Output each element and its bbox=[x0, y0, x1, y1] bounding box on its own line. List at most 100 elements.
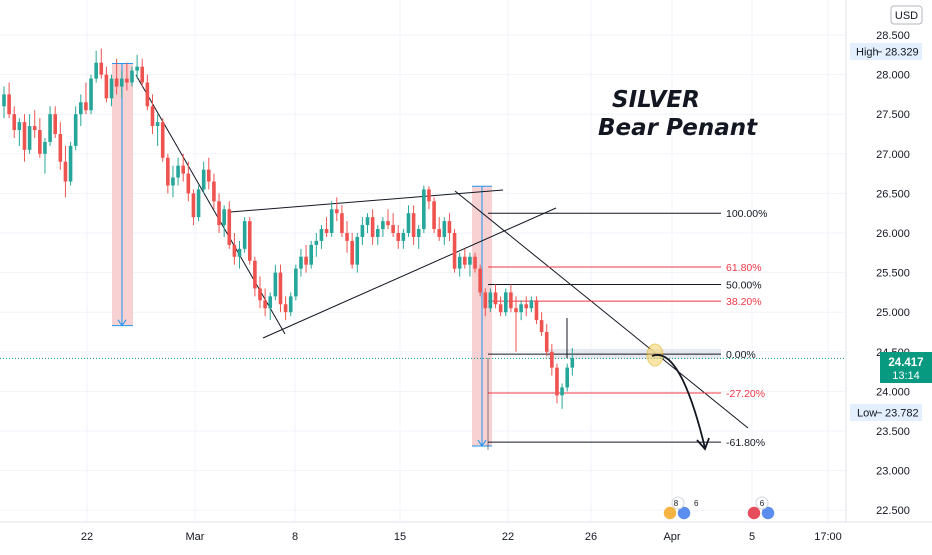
candle-down[interactable] bbox=[340, 213, 344, 233]
candle-down[interactable] bbox=[125, 78, 129, 83]
candle-up[interactable] bbox=[196, 189, 201, 218]
candle-down[interactable] bbox=[514, 308, 518, 313]
candle-down[interactable] bbox=[544, 332, 549, 352]
candle-up[interactable] bbox=[109, 78, 114, 99]
candle-down[interactable] bbox=[253, 260, 257, 289]
candle-up[interactable] bbox=[222, 209, 226, 226]
candle-down[interactable] bbox=[63, 161, 68, 182]
candle-down[interactable] bbox=[432, 201, 436, 230]
candle-down[interactable] bbox=[186, 173, 191, 194]
candle-down[interactable] bbox=[53, 114, 57, 134]
candle-up[interactable] bbox=[381, 221, 385, 230]
candle-up[interactable] bbox=[570, 358, 575, 368]
candle-up[interactable] bbox=[309, 244, 313, 265]
candle-down[interactable] bbox=[140, 66, 145, 83]
candle-up[interactable] bbox=[2, 94, 6, 107]
candle-down[interactable] bbox=[278, 272, 283, 305]
candle-up[interactable] bbox=[27, 126, 32, 150]
candle-down[interactable] bbox=[463, 256, 467, 265]
candle-down[interactable] bbox=[263, 300, 267, 309]
candle-down[interactable] bbox=[258, 288, 262, 301]
candle-up[interactable] bbox=[319, 229, 324, 241]
candle-up[interactable] bbox=[171, 177, 175, 186]
candle-up[interactable] bbox=[401, 233, 406, 241]
trendline[interactable] bbox=[454, 190, 749, 429]
candle-down[interactable] bbox=[391, 225, 395, 233]
candle-up[interactable] bbox=[468, 256, 472, 265]
candle-down[interactable] bbox=[350, 240, 354, 265]
candle-down[interactable] bbox=[283, 304, 288, 313]
candle-down[interactable] bbox=[12, 114, 17, 131]
candle-down[interactable] bbox=[493, 292, 498, 305]
projection-arrow[interactable] bbox=[651, 354, 706, 449]
candle-up[interactable] bbox=[79, 102, 83, 115]
candle-up[interactable] bbox=[73, 114, 78, 146]
candle-up[interactable] bbox=[365, 217, 370, 226]
candle-up[interactable] bbox=[68, 145, 73, 182]
candle-down[interactable] bbox=[304, 256, 308, 265]
candle-down[interactable] bbox=[247, 221, 252, 261]
candle-up[interactable] bbox=[155, 122, 160, 127]
candle-down[interactable] bbox=[324, 229, 329, 233]
candle-up[interactable] bbox=[273, 272, 278, 297]
candle-down[interactable] bbox=[411, 213, 416, 237]
candle-up[interactable] bbox=[329, 209, 334, 233]
candle-down[interactable] bbox=[539, 320, 544, 332]
candle-down[interactable] bbox=[84, 102, 88, 111]
candle-up[interactable] bbox=[237, 248, 242, 257]
candle-down[interactable] bbox=[483, 292, 488, 309]
candle-down[interactable] bbox=[550, 351, 554, 368]
price-axis[interactable]: 28.500 28.000 27.500 27.000 26.500 26.000 25.5… bbox=[876, 30, 910, 517]
candle-down[interactable] bbox=[22, 122, 27, 150]
candle-down[interactable] bbox=[478, 268, 482, 293]
candle-down[interactable] bbox=[212, 181, 216, 202]
candle-up[interactable] bbox=[119, 78, 124, 87]
candle-up[interactable] bbox=[17, 122, 22, 131]
candle-up[interactable] bbox=[288, 296, 293, 313]
currency-badge[interactable] bbox=[890, 5, 923, 25]
candle-down[interactable] bbox=[232, 244, 237, 257]
candle-up[interactable] bbox=[314, 240, 319, 245]
candle-down[interactable] bbox=[386, 221, 390, 226]
economic-event-icon[interactable]: 6 bbox=[746, 496, 776, 521]
candle-up[interactable] bbox=[519, 304, 523, 313]
candle-up[interactable] bbox=[360, 225, 365, 237]
candle-up[interactable] bbox=[242, 221, 247, 249]
candle-up[interactable] bbox=[416, 229, 421, 237]
candle-down[interactable] bbox=[181, 165, 185, 174]
candle-up[interactable] bbox=[560, 387, 564, 396]
candle-down[interactable] bbox=[447, 221, 452, 233]
candle-down[interactable] bbox=[524, 304, 529, 309]
candle-down[interactable] bbox=[7, 94, 11, 115]
candle-down[interactable] bbox=[145, 82, 150, 107]
candle-up[interactable] bbox=[457, 256, 462, 269]
candle-down[interactable] bbox=[58, 134, 63, 162]
candle-down[interactable] bbox=[427, 189, 431, 202]
candle-up[interactable] bbox=[565, 367, 569, 388]
candle-up[interactable] bbox=[89, 78, 93, 111]
candle-down[interactable] bbox=[191, 193, 196, 218]
candle-up[interactable] bbox=[48, 114, 52, 142]
trendline[interactable] bbox=[229, 189, 504, 213]
candle-up[interactable] bbox=[94, 62, 98, 79]
candle-down[interactable] bbox=[335, 209, 339, 214]
candle-up[interactable] bbox=[176, 165, 180, 178]
candle-down[interactable] bbox=[32, 126, 37, 131]
candle-down[interactable] bbox=[104, 74, 109, 99]
candle-down[interactable] bbox=[345, 233, 349, 241]
economic-event-icon[interactable]: 8 6 bbox=[662, 496, 699, 521]
candle-up[interactable] bbox=[529, 300, 534, 309]
candle-up[interactable] bbox=[488, 292, 493, 309]
candle-up[interactable] bbox=[130, 70, 134, 83]
candle-down[interactable] bbox=[150, 106, 155, 127]
candle-down[interactable] bbox=[217, 201, 221, 226]
candle-down[interactable] bbox=[473, 256, 477, 269]
candle-down[interactable] bbox=[509, 292, 513, 309]
candle-down[interactable] bbox=[166, 157, 170, 186]
candle-down[interactable] bbox=[227, 209, 232, 245]
candle-up[interactable] bbox=[406, 213, 411, 233]
candle-down[interactable] bbox=[160, 122, 165, 158]
candle-down[interactable] bbox=[114, 78, 119, 87]
